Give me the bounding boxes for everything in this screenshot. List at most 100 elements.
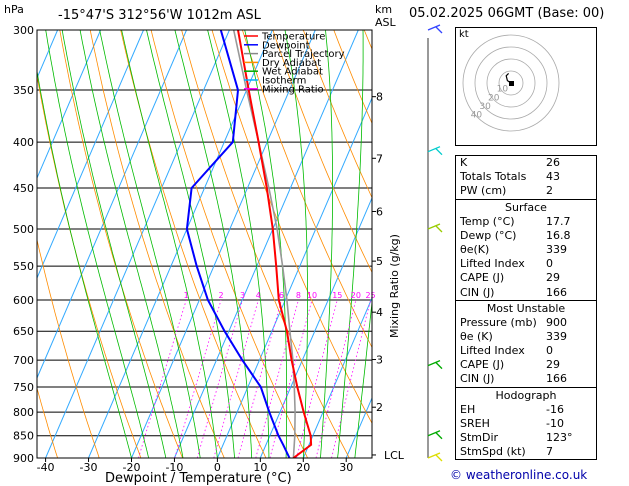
index-row: K 26 xyxy=(456,156,596,170)
km-tick-label: 3 xyxy=(376,354,383,367)
index-value: 0 xyxy=(546,257,553,271)
asl-label: ASL xyxy=(375,16,397,29)
mixing-ratio-line xyxy=(174,299,222,458)
index-value: 166 xyxy=(546,285,567,299)
dry-adiabat-line xyxy=(120,30,267,458)
legend-label: Mixing Ratio xyxy=(262,84,324,95)
mixing-ratio-label: 10 xyxy=(307,291,317,300)
mixing-ratio-label: 25 xyxy=(365,291,375,300)
hodograph-panel: kt 10 20 30 40 xyxy=(455,27,597,146)
wet-adiabat-line xyxy=(244,30,288,458)
pressure-tick-label: 400 xyxy=(13,136,34,149)
temp-tick-label: 0 xyxy=(214,461,221,474)
dry-adiabat-line xyxy=(59,30,183,458)
wind-barb xyxy=(427,360,441,367)
mixing-ratio-label: 15 xyxy=(332,291,342,300)
index-label: SREH xyxy=(460,416,490,430)
index-value: 17.7 xyxy=(546,214,571,228)
wet-adiabat-line xyxy=(99,30,201,458)
profile-lines xyxy=(185,30,313,458)
pressure-tick-label: 300 xyxy=(13,24,34,37)
index-value: 29 xyxy=(546,271,560,285)
wind-barb xyxy=(427,24,441,31)
mixing-ratio-label: 4 xyxy=(256,291,261,300)
dry-adiabat-line xyxy=(272,30,372,274)
index-value: 26 xyxy=(546,156,560,169)
pressure-tick-label: 750 xyxy=(13,381,34,394)
index-row: θe(K) 339 xyxy=(456,243,596,257)
index-row: EH -16 xyxy=(456,403,596,417)
isotherm-line xyxy=(259,196,372,458)
axes: 300350400450500550600650700750800850900-… xyxy=(13,24,405,474)
index-row: Dewp (°C) 16.8 xyxy=(456,229,596,243)
wind-barb-feather xyxy=(435,454,443,462)
temp-tick-label: -30 xyxy=(80,461,98,474)
index-label: θe (K) xyxy=(460,329,493,343)
temp-tick-label: 10 xyxy=(253,461,267,474)
km-tick-label: 4 xyxy=(376,306,383,319)
km-tick-label: LCL xyxy=(384,449,405,462)
mixing-ratio-line xyxy=(296,299,338,458)
dry-adiabat-line xyxy=(89,30,225,458)
index-label: CAPE (J) xyxy=(460,358,505,372)
isotherm-line xyxy=(302,296,372,458)
index-value: 2 xyxy=(546,184,553,198)
surface-title: Surface xyxy=(505,200,547,214)
hodograph-unit: kt xyxy=(459,29,469,40)
index-label: θe(K) xyxy=(460,242,490,256)
km-tick-label: 2 xyxy=(376,401,383,414)
pressure-tick-label: 500 xyxy=(13,223,34,236)
dry-adiabat-line xyxy=(302,30,372,199)
isotherm-line xyxy=(37,30,102,180)
most-unstable-title: Most Unstable xyxy=(486,301,566,315)
isotherm-line xyxy=(216,96,372,458)
index-label: Pressure (mb) xyxy=(460,315,537,329)
index-row: CIN (J) 166 xyxy=(456,286,596,300)
mixing-ratio-line xyxy=(315,299,357,458)
legend-label: Dry Adiabat xyxy=(262,58,321,69)
dry-adiabat-line xyxy=(242,30,372,349)
mixing-ratio-label: 8 xyxy=(296,291,301,300)
legend-label: Dewpoint xyxy=(262,40,310,51)
index-label: Temp (°C) xyxy=(460,214,515,228)
index-label: Dewp (°C) xyxy=(460,228,517,242)
dry-adiabat-line xyxy=(150,30,308,458)
pressure-tick-label: 800 xyxy=(13,406,34,419)
wet-adiabat-line xyxy=(79,30,184,458)
run-date: 05.02.2025 06GMT (Base: 00) xyxy=(409,6,605,21)
index-label: StmDir xyxy=(460,431,499,444)
pressure-tick-label: 850 xyxy=(13,430,34,443)
index-row: Lifted Index 0 xyxy=(456,344,596,358)
index-row: StmSpd (kt) 7 xyxy=(456,445,596,459)
index-value: 123° xyxy=(546,431,573,444)
km-unit: km xyxy=(375,3,392,16)
wind-barb xyxy=(427,452,441,459)
index-row: Temp (°C) 17.7 xyxy=(456,215,596,229)
hodograph-ring-label: 10 xyxy=(497,85,509,95)
index-value: -10 xyxy=(546,416,564,430)
wet-adiabat-line xyxy=(354,298,372,458)
wind-barb-feather xyxy=(435,225,443,233)
index-value: -16 xyxy=(546,402,564,416)
isotherm-line xyxy=(37,30,187,380)
wind-barb-feather xyxy=(435,26,443,34)
profile-temperature xyxy=(237,30,313,458)
legend-label: Parcel Trajectory xyxy=(262,49,345,60)
index-label: Lifted Index xyxy=(460,344,525,358)
wet-adiabat-line xyxy=(174,30,253,458)
x-axis-label: Dewpoint / Temperature (°C) xyxy=(105,471,292,486)
index-row: Lifted Index 0 xyxy=(456,257,596,271)
index-value: 0 xyxy=(546,344,553,358)
dry-adiabat-line xyxy=(211,30,372,425)
dry-adiabat-line xyxy=(37,237,100,458)
km-tick-label: 8 xyxy=(376,91,383,104)
indices-panel: K 26 Totals Totals 43 PW (cm) 2 Surface Temp … xyxy=(455,155,597,461)
index-row: CAPE (J) 29 xyxy=(456,271,596,285)
pressure-tick-label: 600 xyxy=(13,294,34,307)
background-lines xyxy=(37,30,372,458)
pressure-tick-label: 700 xyxy=(13,354,34,367)
index-label: K xyxy=(460,156,468,169)
hodograph-ring xyxy=(486,58,536,108)
